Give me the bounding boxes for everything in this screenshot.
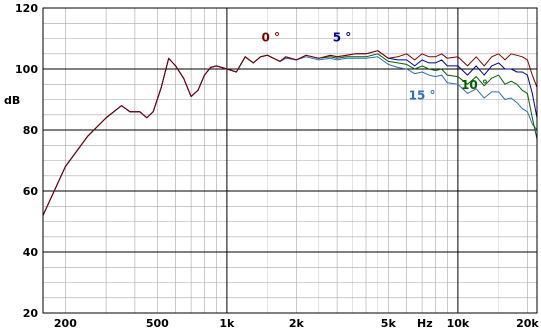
x-tick-label: 200 [54,317,77,329]
series-label: 10 ° [461,78,488,92]
y-tick-label: 100 [15,63,38,76]
x-tick-label: 2k [289,317,305,329]
plot-frame [42,7,538,314]
y-tick-label: 20 [23,307,39,320]
y-axis-label: dB [4,94,20,107]
x-tick-label: 20k [516,317,539,329]
series-label: 0 ° [262,31,281,45]
x-axis-label: Hz [417,317,433,329]
y-tick-label: 40 [23,246,39,259]
x-tick-label: 1k [219,317,235,329]
series-label: 15 ° [409,89,436,103]
series-label: 5 ° [333,31,352,45]
tick-label-layer: 200 500 1k 2k 5k 10k 20k 20 40 60 80 100 120 [15,2,539,329]
series-layer [42,50,538,216]
y-tick-label: 120 [15,2,38,15]
x-tick-label: 5k [381,317,397,329]
x-tick-label: 500 [146,317,169,329]
x-tick-label: 10k [447,317,470,329]
y-tick-label: 60 [23,185,39,198]
series-line-0deg [42,50,538,216]
annotation-layer: 0 ° 5 ° 10 ° 15 ° [262,31,488,103]
y-tick-label: 80 [23,124,39,137]
grid-minor [43,8,537,313]
